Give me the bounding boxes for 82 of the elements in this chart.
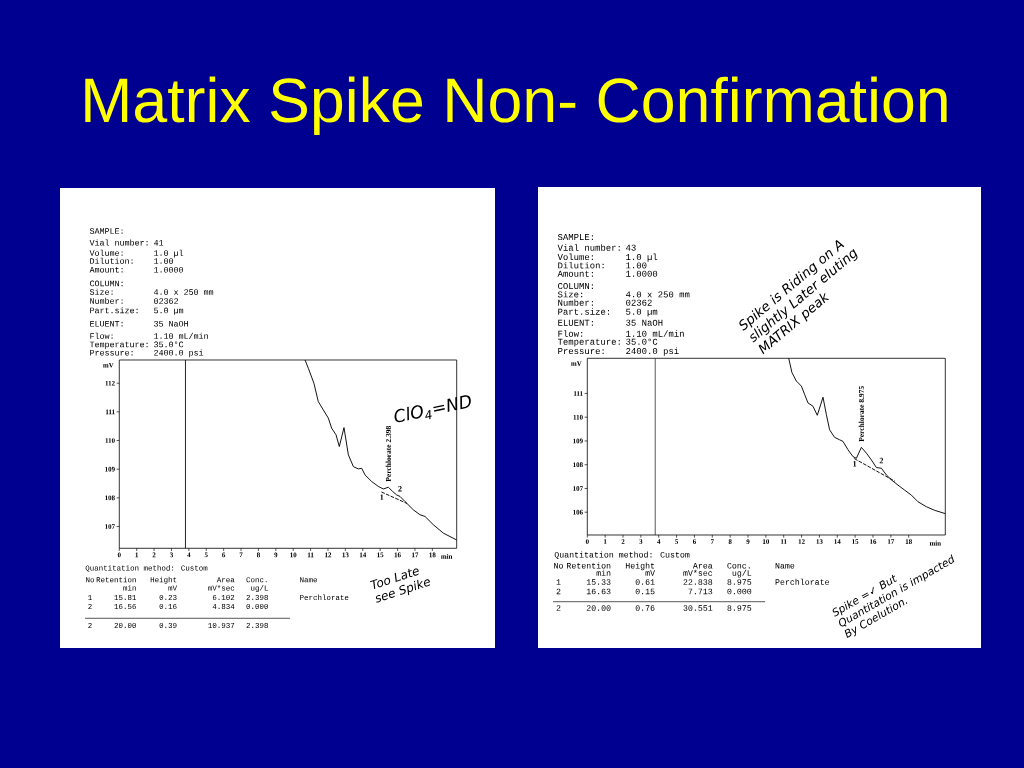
text: Amount: — [89, 266, 123, 273]
text: 1.00 — [626, 262, 647, 269]
annotation: 1 — [853, 461, 857, 467]
text: Size: — [89, 288, 113, 295]
text: 5.0 µm — [626, 308, 658, 317]
text: COLUMN: — [90, 280, 123, 287]
text: Height — [625, 562, 655, 571]
text: Size: — [557, 290, 583, 298]
text: 7.713 — [688, 588, 713, 595]
text: 20.00 — [586, 605, 611, 611]
text: 5.0 µm — [154, 307, 184, 315]
annotation: 2 — [879, 457, 884, 464]
text: 1.0 µl — [626, 253, 658, 262]
text: 35 NaOH — [154, 320, 188, 327]
text: mV — [645, 570, 655, 576]
text: SAMPLE: — [89, 228, 123, 234]
text: 15.33 — [586, 579, 611, 585]
text: Flow: — [90, 332, 113, 339]
text: Temperature: — [557, 338, 620, 347]
text: Amount: — [557, 270, 593, 277]
text: ELUENT: — [90, 321, 123, 327]
text: Dilution: — [90, 257, 133, 264]
text: Retention — [567, 562, 611, 569]
text: Volume: — [557, 253, 593, 261]
text: 0.000 — [727, 588, 752, 595]
text: 0.76 — [635, 605, 655, 611]
annotation: 1 — [380, 494, 384, 500]
text: 1.0000 — [154, 266, 184, 273]
text: Volume: — [89, 249, 123, 256]
text: 43 — [626, 244, 636, 251]
text: 2400.0 psi — [626, 347, 679, 356]
text: min — [596, 569, 611, 576]
text: 22.838 — [683, 579, 713, 585]
text: SAMPLE: — [557, 234, 593, 241]
text: 0.61 — [635, 579, 655, 585]
text: 35.0°C — [154, 341, 184, 348]
text: Vial number: — [557, 244, 620, 251]
text: Part.size: — [90, 307, 138, 314]
text: 02362 — [154, 298, 178, 304]
text: 4.0 x 250 mm — [626, 291, 690, 298]
text: 1.10 mL/min — [154, 332, 208, 339]
text: Area — [692, 563, 713, 569]
text: Dilution: — [558, 261, 604, 269]
text: 2400.0 psi — [154, 349, 204, 358]
text: COLUMN: — [558, 283, 593, 290]
text: 16.63 — [586, 588, 611, 595]
text: Name — [775, 563, 795, 569]
text: 30.551 — [683, 605, 713, 611]
text: Flow: — [558, 330, 583, 337]
text: mV*sec — [683, 569, 713, 576]
text: 4.0 x 250 mm — [154, 289, 214, 295]
text: 1.00 — [154, 258, 174, 264]
text: 02362 — [626, 299, 652, 306]
annotation: 2 — [398, 486, 402, 492]
text: 1.10 mL/min — [626, 330, 684, 337]
text: ug/L — [732, 569, 752, 578]
text: Vial number: — [89, 239, 148, 246]
text: Number: — [90, 297, 123, 304]
text: Perchlorate — [775, 578, 829, 585]
text: No — [554, 563, 563, 569]
text: 2 — [556, 588, 561, 595]
text: 8.975 — [727, 605, 752, 611]
text: Number: — [558, 299, 593, 306]
text: Too Late see Spike — [370, 568, 430, 603]
text: Part.size: — [558, 308, 609, 315]
text: 0.15 — [635, 588, 655, 595]
text: 35 NaOH — [626, 319, 663, 326]
text: Pressure: — [558, 348, 604, 355]
text: 2 — [556, 605, 561, 611]
text: Quantitation method: Custom — [554, 551, 690, 560]
text: 1.0000 — [626, 270, 658, 277]
text: Pressure: — [90, 349, 133, 356]
text: Matrix Spike Non- Confirmation — [85, 76, 947, 135]
text: Conc. — [727, 562, 750, 569]
text: 8.975 — [727, 579, 752, 585]
text: 35.0°C — [626, 338, 658, 345]
text: Temperature: — [89, 341, 148, 349]
text: 1.0 µl — [154, 249, 184, 258]
annotation: ClO$_{4}$=ND — [394, 395, 471, 423]
text: 41 — [154, 239, 164, 246]
text: 1 — [556, 579, 561, 585]
text: ELUENT: — [558, 319, 593, 326]
